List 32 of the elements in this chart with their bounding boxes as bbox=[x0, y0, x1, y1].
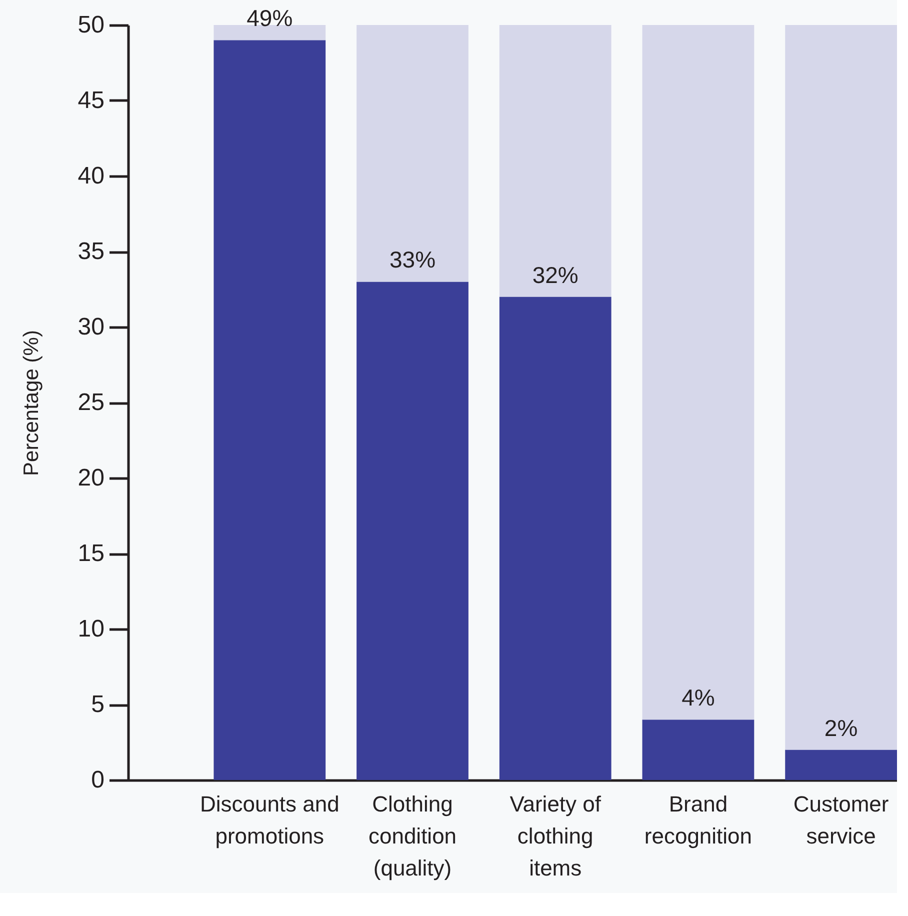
data-label: 33% bbox=[389, 246, 436, 273]
y-tick-label: 15 bbox=[78, 540, 104, 567]
data-label: 32% bbox=[532, 262, 578, 288]
x-tick-label: Brand recognition bbox=[644, 792, 752, 848]
y-tick-label: 25 bbox=[78, 389, 104, 416]
bar bbox=[214, 25, 326, 40]
bar bbox=[785, 25, 897, 750]
bar bbox=[356, 25, 468, 282]
x-tick-label: Variety of clothing items bbox=[510, 792, 602, 880]
y-tick-label: 35 bbox=[78, 238, 104, 265]
y-tick-label: 5 bbox=[91, 691, 104, 718]
y-tick-label: 45 bbox=[78, 87, 104, 114]
y-tick-label: 40 bbox=[78, 162, 104, 190]
bar bbox=[499, 25, 612, 297]
bar bbox=[642, 25, 754, 720]
bar bbox=[499, 296, 612, 780]
y-axis-title: Percentage (%) bbox=[20, 330, 43, 476]
y-tick-label: 10 bbox=[78, 616, 104, 642]
bar bbox=[785, 750, 897, 780]
data-label: 49% bbox=[246, 5, 293, 32]
x-tick-label: Clothing condition (quality) bbox=[368, 792, 457, 880]
x-tick-label: Customer service bbox=[793, 792, 889, 848]
data-label: 4% bbox=[682, 684, 715, 711]
y-tick-label: 30 bbox=[78, 314, 104, 340]
y-tick-label: 20 bbox=[78, 464, 104, 492]
x-tick-label: Discounts and promotions bbox=[200, 792, 340, 848]
data-label: 2% bbox=[824, 714, 858, 741]
bar bbox=[642, 720, 754, 780]
y-tick-label: 0 bbox=[91, 766, 104, 794]
bar bbox=[356, 282, 468, 780]
bar bbox=[214, 40, 326, 780]
y-tick-label: 50 bbox=[78, 12, 104, 38]
